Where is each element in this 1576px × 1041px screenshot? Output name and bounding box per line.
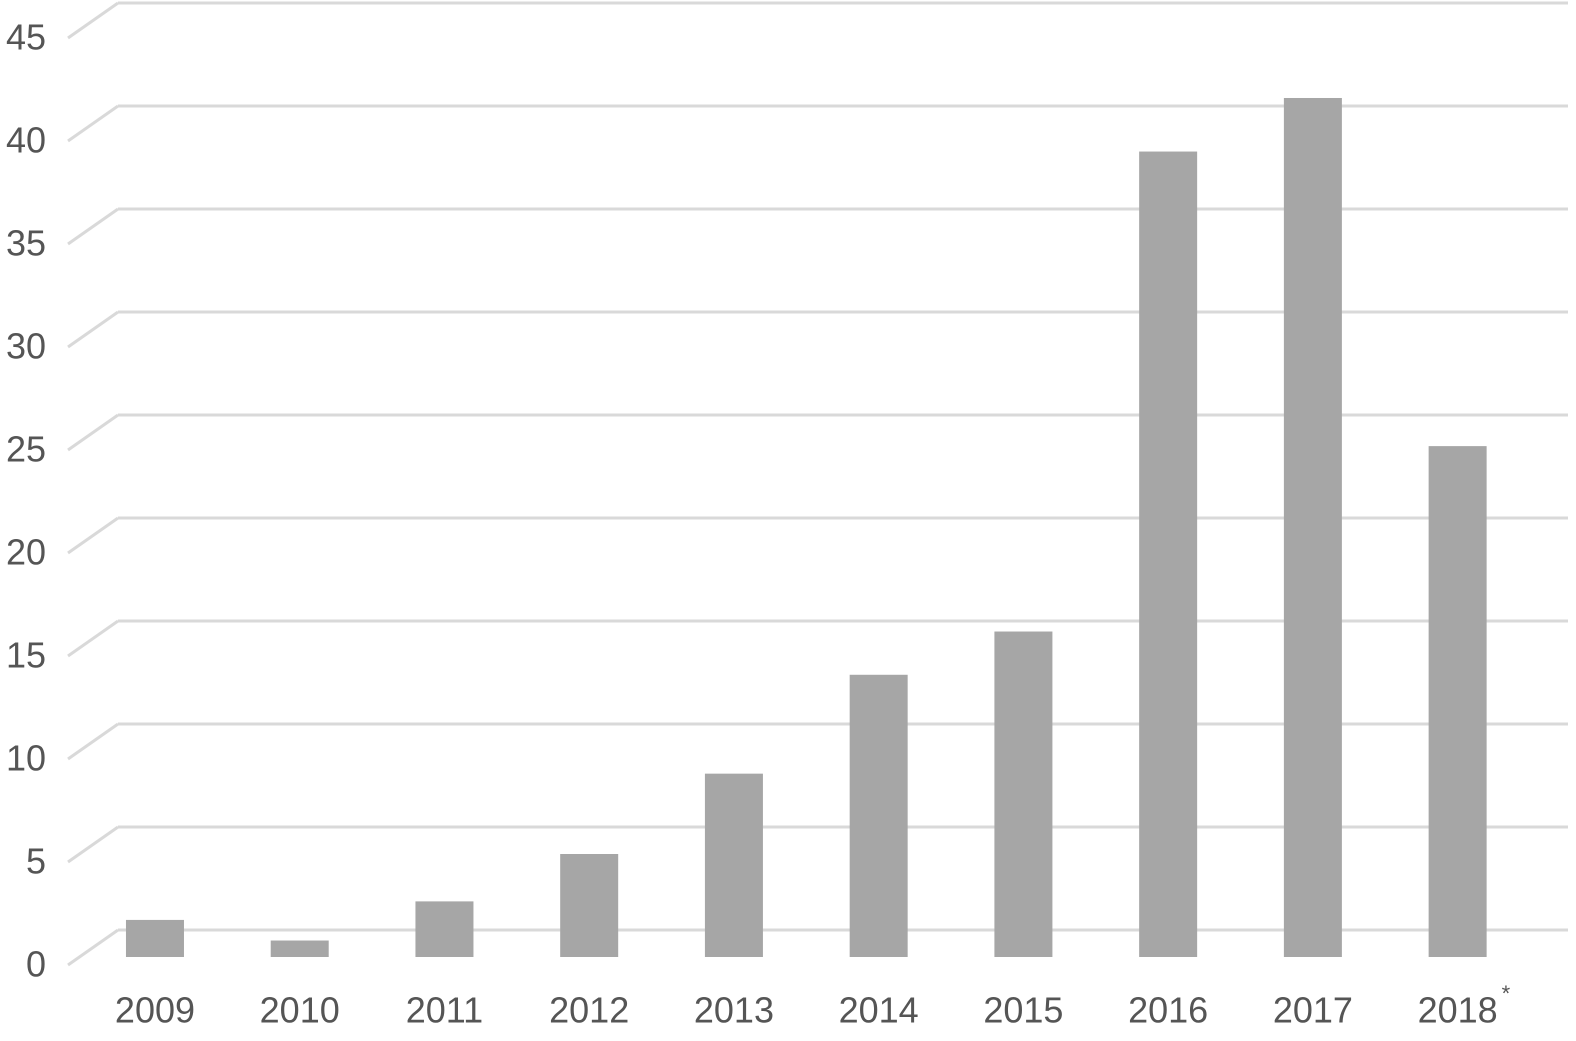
x-tick-label: 2011 bbox=[406, 990, 483, 1031]
y-tick-label: 0 bbox=[26, 944, 46, 985]
grid-line bbox=[67, 1, 119, 40]
x-tick-label: 2009 bbox=[115, 990, 195, 1031]
grid-line bbox=[67, 207, 119, 246]
bar bbox=[1428, 446, 1487, 957]
x-tick-label: 2012 bbox=[549, 990, 629, 1031]
bar bbox=[994, 631, 1053, 957]
bar bbox=[560, 854, 619, 957]
x-tick-label: 2017 bbox=[1273, 990, 1353, 1031]
x-tick-label: 2016 bbox=[1128, 990, 1208, 1031]
footnote-marker: * bbox=[1502, 981, 1511, 1006]
grid-line bbox=[67, 310, 119, 349]
grid-line bbox=[67, 825, 119, 864]
y-tick-label: 15 bbox=[6, 635, 46, 676]
x-tick-label: 2013 bbox=[694, 990, 774, 1031]
y-tick-label: 35 bbox=[6, 223, 46, 264]
bar bbox=[849, 674, 908, 957]
bar bbox=[1283, 97, 1342, 958]
grid-line bbox=[67, 516, 119, 555]
x-tick-label: 2018 bbox=[1418, 990, 1498, 1031]
grid-line bbox=[67, 413, 119, 452]
y-tick-label: 20 bbox=[6, 532, 46, 573]
bar bbox=[415, 901, 474, 957]
bar bbox=[270, 940, 329, 957]
x-tick-label: 2014 bbox=[839, 990, 919, 1031]
y-tick-label: 40 bbox=[6, 120, 46, 161]
y-tick-label: 25 bbox=[6, 429, 46, 470]
x-tick-label: 2015 bbox=[983, 990, 1063, 1031]
y-tick-label: 10 bbox=[6, 738, 46, 779]
grid-line bbox=[67, 722, 119, 761]
y-tick-label: 45 bbox=[6, 17, 46, 58]
x-tick-label: 2010 bbox=[260, 990, 340, 1031]
grid-line bbox=[67, 619, 119, 658]
y-tick-label: 5 bbox=[26, 841, 46, 882]
grid-line bbox=[67, 104, 119, 143]
y-tick-label: 30 bbox=[6, 326, 46, 367]
bar bbox=[704, 773, 763, 957]
bar bbox=[125, 919, 184, 957]
bar bbox=[1139, 151, 1198, 958]
grid-line bbox=[67, 928, 119, 967]
